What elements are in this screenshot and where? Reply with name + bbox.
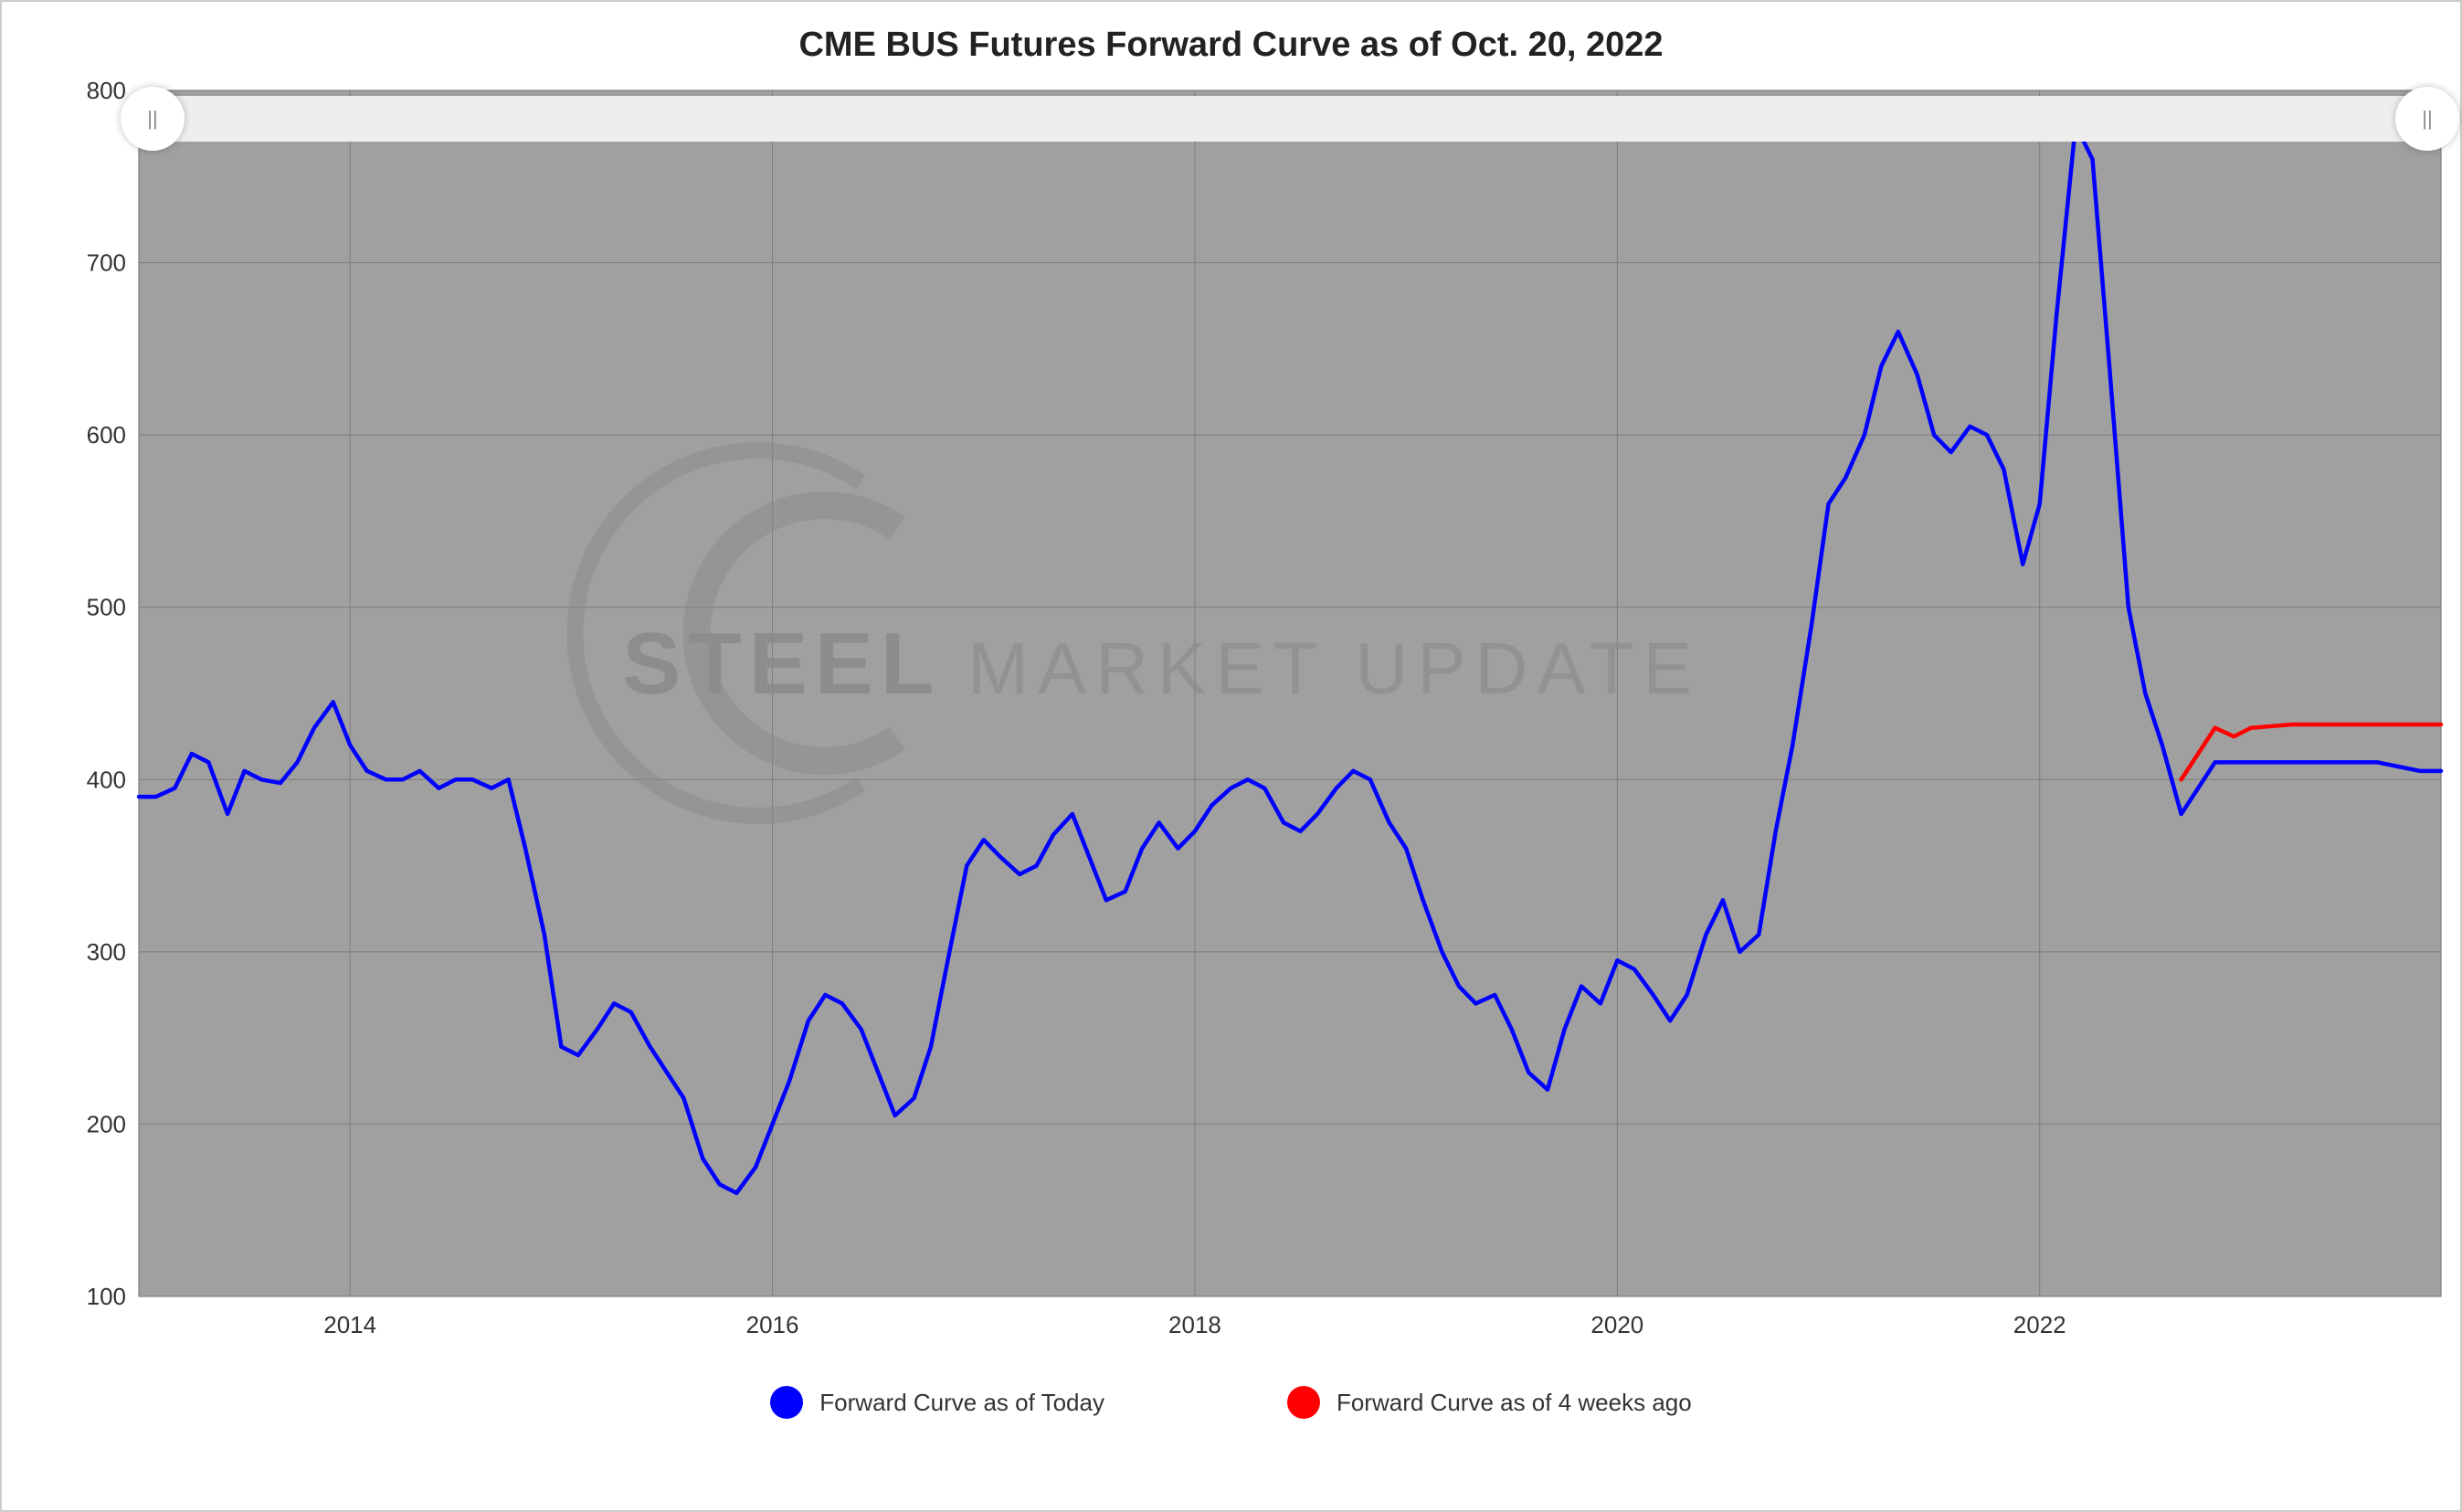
legend-item-4wk[interactable]: Forward Curve as of 4 weeks ago <box>1287 1386 1692 1419</box>
x-tick-label: 2018 <box>1168 1311 1221 1338</box>
y-tick-label: 500 <box>87 594 126 621</box>
x-tick-label: 2020 <box>1590 1311 1643 1338</box>
range-scrollbar-track[interactable] <box>139 96 2441 142</box>
chart-svg: STEEL MARKET UPDATE 100 200 300 400 500 600 700 8… <box>66 81 2459 1360</box>
legend: Forward Curve as of Today Forward Curve … <box>29 1386 2433 1419</box>
x-tick-label: 2016 <box>746 1311 799 1338</box>
svg-text:MARKET UPDATE: MARKET UPDATE <box>967 628 1701 709</box>
chart-frame: CME BUS Futures Forward Curve as of Oct.… <box>0 0 2462 1512</box>
y-tick-label: 300 <box>87 938 126 966</box>
y-tick-label: 400 <box>87 766 126 793</box>
legend-label-4wk: Forward Curve as of 4 weeks ago <box>1337 1389 1692 1417</box>
y-tick-label: 100 <box>87 1283 126 1310</box>
x-tick-label: 2014 <box>323 1311 376 1338</box>
y-tick-label: 600 <box>87 421 126 449</box>
legend-swatch-4wk-icon <box>1287 1386 1320 1419</box>
plot-wrap: || || STEEL MARKET UPDATE 100 200 300 400 500 6… <box>66 81 2459 1360</box>
legend-item-today[interactable]: Forward Curve as of Today <box>770 1386 1104 1419</box>
y-tick-label: 800 <box>87 81 126 104</box>
legend-swatch-today-icon <box>770 1386 803 1419</box>
svg-text:STEEL: STEEL <box>622 615 941 713</box>
range-scrollbar-handle-left[interactable]: || <box>121 87 185 151</box>
legend-label-today: Forward Curve as of Today <box>819 1389 1104 1417</box>
y-tick-label: 200 <box>87 1110 126 1137</box>
y-tick-label: 700 <box>87 249 126 277</box>
range-scrollbar-handle-right[interactable]: || <box>2395 87 2459 151</box>
chart-title: CME BUS Futures Forward Curve as of Oct.… <box>29 26 2433 65</box>
x-tick-label: 2022 <box>2013 1311 2066 1338</box>
